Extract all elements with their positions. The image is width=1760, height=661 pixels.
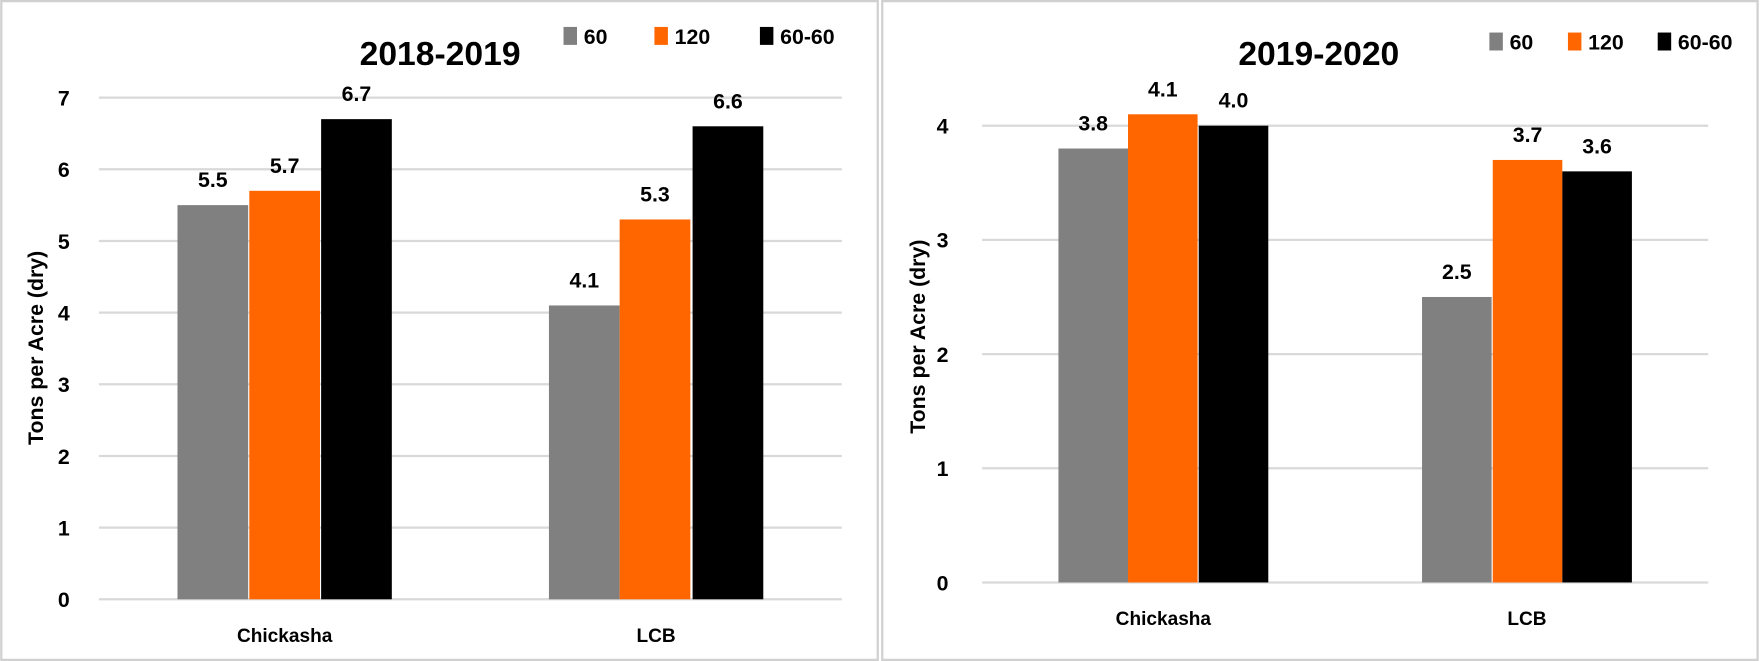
legend-label: 60-60	[780, 25, 835, 49]
data-label: 4.1	[569, 269, 599, 293]
x-category-label: LCB	[637, 626, 676, 647]
data-label: 4.1	[1148, 77, 1178, 101]
bar-chickasha-120	[249, 190, 321, 600]
data-label: 6.7	[342, 82, 372, 106]
y-tick-label: 0	[937, 571, 949, 595]
bar-chickasha-60	[1058, 148, 1129, 583]
legend-swatch-120	[1567, 32, 1582, 51]
legend-label: 60	[584, 25, 608, 49]
bar-lcb-60	[1422, 296, 1492, 583]
y-tick-label: 4	[937, 115, 949, 139]
legend-swatch-60-60	[759, 26, 774, 45]
y-tick-label: 6	[58, 158, 70, 182]
chart-title: 2019-2020	[1238, 36, 1399, 73]
data-label: 3.7	[1513, 123, 1543, 147]
data-label: 3.6	[1582, 134, 1612, 158]
y-tick-label: 2	[58, 445, 70, 469]
data-label: 5.3	[640, 183, 670, 207]
legend-label: 60	[1510, 30, 1534, 54]
y-tick-label: 7	[58, 86, 70, 110]
y-tick-label: 1	[58, 516, 70, 540]
bar-chickasha-60-60	[1198, 125, 1269, 583]
legend-label: 120	[675, 25, 711, 49]
chart-title: 2018-2019	[360, 36, 521, 73]
data-label: 4.0	[1219, 89, 1249, 113]
data-label: 6.6	[713, 89, 743, 113]
bar-lcb-120	[1492, 159, 1563, 583]
data-label: 3.8	[1078, 112, 1108, 136]
bar-lcb-60-60	[692, 126, 764, 600]
y-tick-label: 0	[58, 588, 70, 612]
bar-chickasha-120	[1128, 114, 1198, 583]
data-label: 5.7	[270, 154, 300, 178]
legend-swatch-120	[654, 26, 668, 45]
chart-2018-2019: 0 1 2 3 4 5 6 7 5.5 4.1 60 5.7 5.3 120 6.7 6.6 60-60 Chic…	[24, 25, 842, 647]
data-label: 2.5	[1442, 260, 1472, 284]
bar-lcb-60	[548, 305, 620, 600]
legend-swatch-60	[563, 26, 577, 45]
legend-label: 60-60	[1678, 30, 1733, 54]
y-axis-label: Tons per Acre (dry)	[906, 240, 930, 434]
x-category-label: Chickasha	[1116, 609, 1212, 630]
x-category-label: LCB	[1507, 609, 1546, 630]
legend-swatch-60	[1489, 32, 1503, 51]
bar-chickasha-60-60	[321, 119, 392, 600]
bar-lcb-120	[619, 219, 691, 600]
y-tick-label: 1	[937, 457, 949, 481]
data-label: 5.5	[198, 168, 228, 192]
y-tick-label: 3	[58, 373, 70, 397]
y-tick-label: 4	[58, 301, 70, 325]
y-tick-label: 5	[58, 230, 70, 254]
y-tick-label: 2	[937, 343, 949, 367]
y-axis-label: Tons per Acre (dry)	[24, 251, 48, 445]
legend-swatch-60-60	[1657, 32, 1672, 51]
legend-label: 120	[1588, 30, 1624, 54]
bar-lcb-60-60	[1562, 171, 1632, 583]
chart-2019-2020: 0 1 2 3 4 3.8 2.5 60 4.1 3.7 120 4.0 3.6 60-60 Chickas…	[906, 30, 1733, 630]
x-category-label: Chickasha	[237, 626, 333, 647]
bar-chickasha-60	[177, 205, 249, 600]
y-tick-label: 3	[937, 229, 949, 253]
